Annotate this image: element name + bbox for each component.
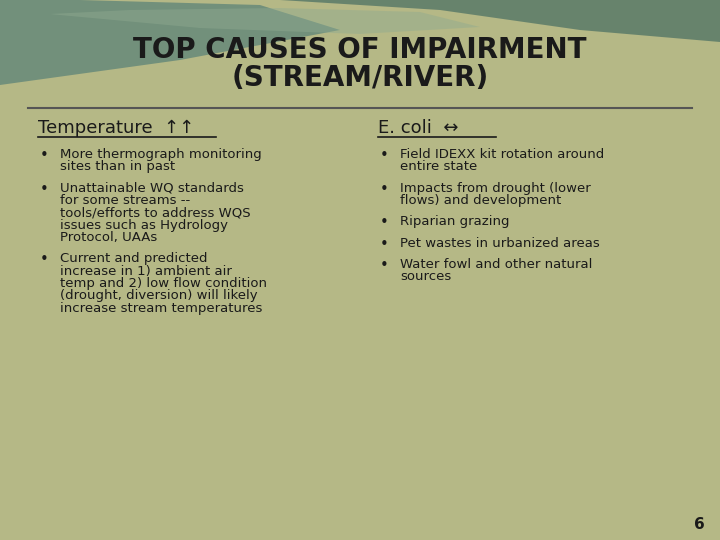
Text: E. coli  ↔: E. coli ↔ [378,119,459,137]
Text: •: • [380,237,389,252]
Text: Current and predicted: Current and predicted [60,252,207,266]
Text: •: • [40,252,49,267]
Text: •: • [380,148,389,163]
Text: increase in 1) ambient air: increase in 1) ambient air [60,265,232,278]
Text: •: • [380,258,389,273]
Text: 6: 6 [694,517,705,532]
Text: Pet wastes in urbanized areas: Pet wastes in urbanized areas [400,237,600,249]
Text: tools/efforts to address WQS: tools/efforts to address WQS [60,206,251,219]
Text: sites than in past: sites than in past [60,160,175,173]
Text: sources: sources [400,271,451,284]
Text: issues such as Hydrology: issues such as Hydrology [60,219,228,232]
Text: Temperature  ↑↑: Temperature ↑↑ [38,119,194,137]
Text: entire state: entire state [400,160,477,173]
Text: for some streams --: for some streams -- [60,194,190,207]
Polygon shape [280,0,720,42]
Text: Impacts from drought (lower: Impacts from drought (lower [400,181,590,195]
Polygon shape [50,8,480,34]
Text: •: • [40,181,49,197]
Text: Water fowl and other natural: Water fowl and other natural [400,258,593,271]
Polygon shape [0,0,340,85]
Text: More thermograph monitoring: More thermograph monitoring [60,148,262,161]
Text: (STREAM/RIVER): (STREAM/RIVER) [231,64,489,92]
Text: temp and 2) low flow condition: temp and 2) low flow condition [60,277,267,290]
Text: Unattainable WQ standards: Unattainable WQ standards [60,181,244,195]
Text: •: • [380,215,389,231]
Text: flows) and development: flows) and development [400,194,562,207]
Text: Protocol, UAAs: Protocol, UAAs [60,231,157,244]
Text: •: • [40,148,49,163]
Text: increase stream temperatures: increase stream temperatures [60,302,262,315]
Text: •: • [380,181,389,197]
Text: Field IDEXX kit rotation around: Field IDEXX kit rotation around [400,148,604,161]
Text: (drought, diversion) will likely: (drought, diversion) will likely [60,289,258,302]
Text: Riparian grazing: Riparian grazing [400,215,510,228]
Text: TOP CAUSES OF IMPAIRMENT: TOP CAUSES OF IMPAIRMENT [133,36,587,64]
